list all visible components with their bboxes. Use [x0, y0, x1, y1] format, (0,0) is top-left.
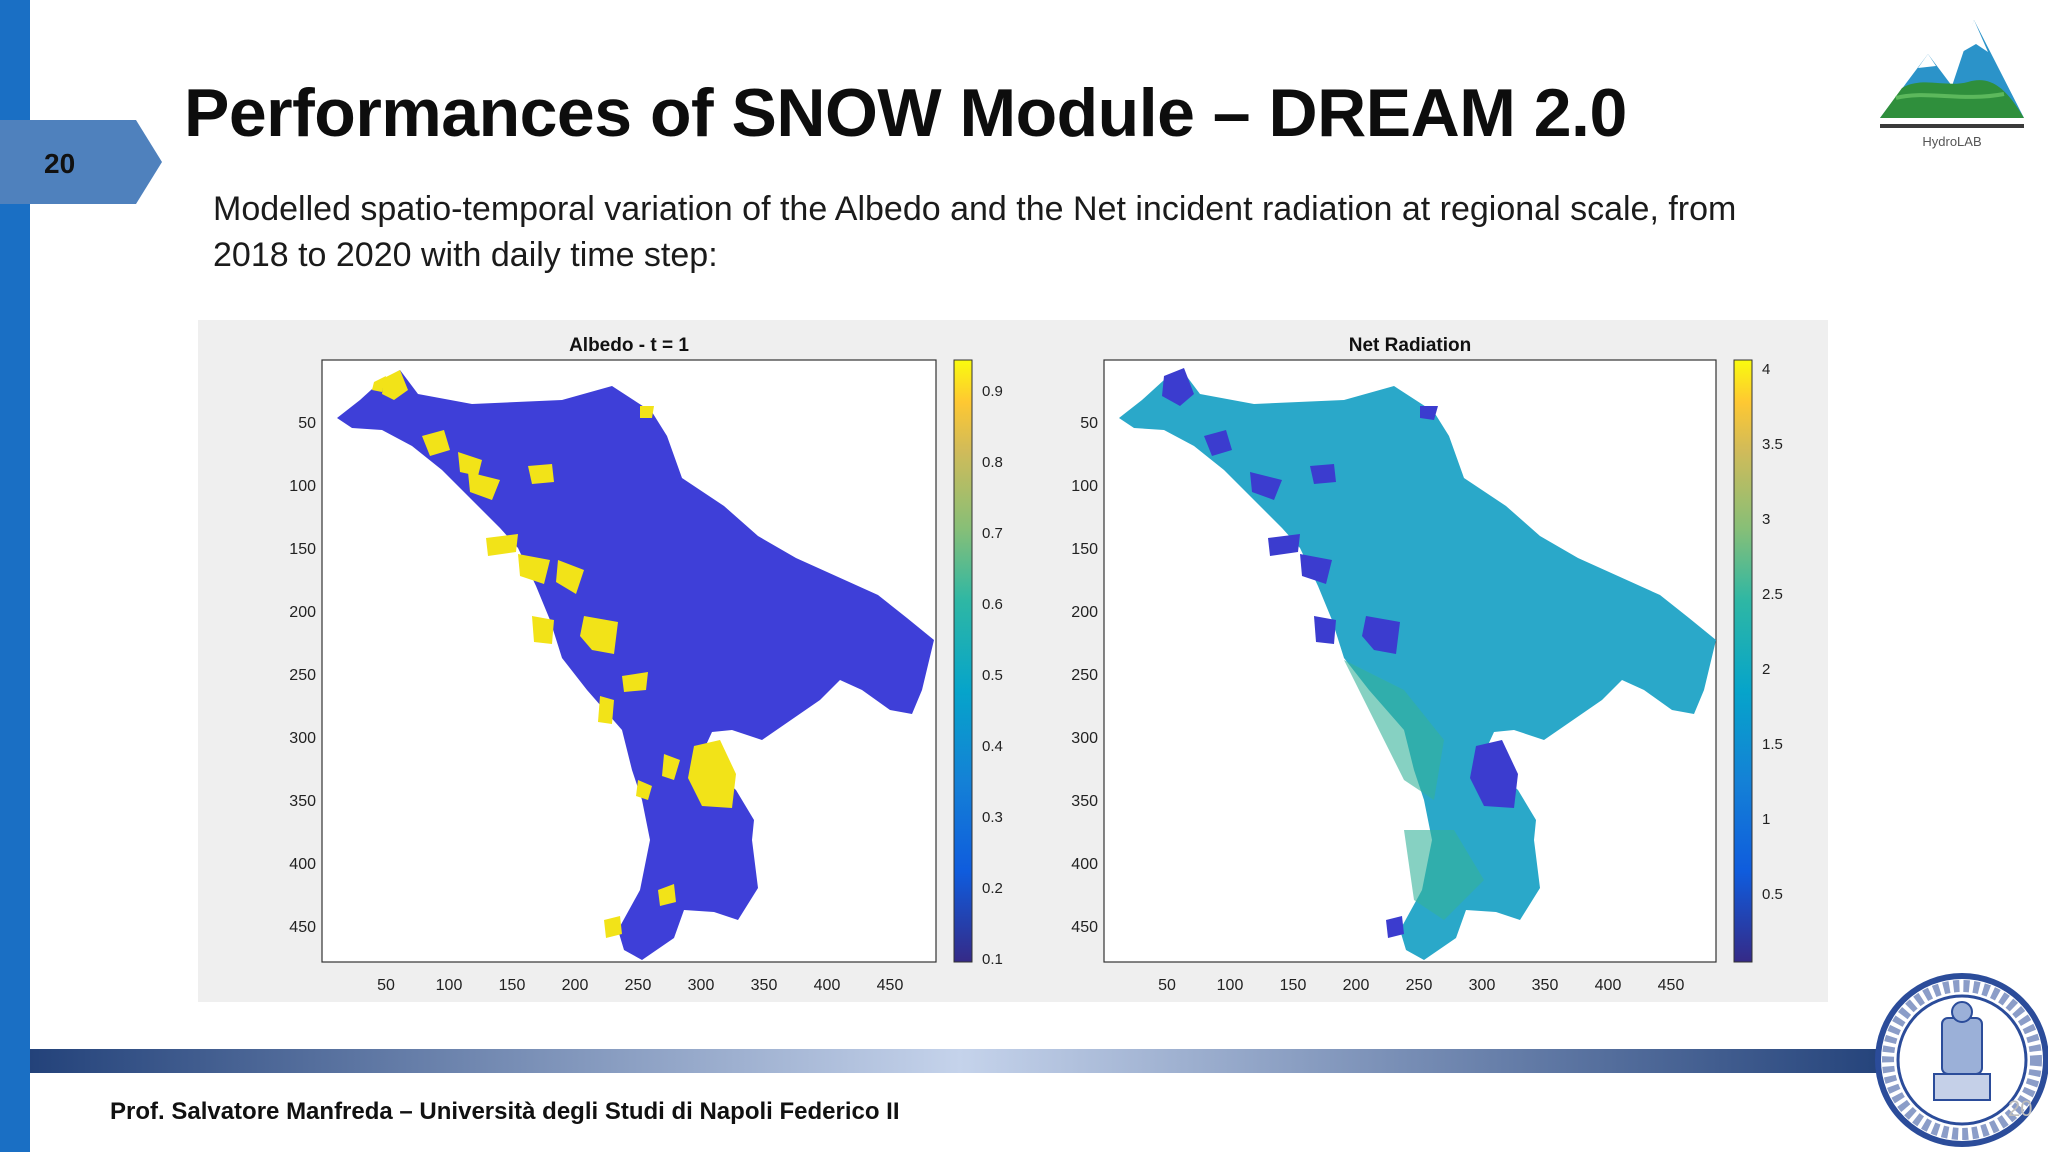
albedo-x-tick: 400 [814, 977, 841, 994]
albedo-cbar-tick: 0.5 [982, 667, 1003, 684]
netrad-x-tick: 50 [1158, 977, 1176, 994]
albedo-y-tick: 350 [289, 793, 316, 810]
albedo-cbar-tick: 0.3 [982, 809, 1003, 826]
netrad-x-tick: 350 [1532, 977, 1559, 994]
albedo-cbar-tick: 0.9 [982, 383, 1003, 400]
netrad-cbar-tick: 1.5 [1762, 736, 1783, 753]
albedo-cbar-tick: 0.7 [982, 525, 1003, 542]
net-radiation-title: Net Radiation [1349, 335, 1471, 356]
netrad-cbar-tick: 2.5 [1762, 586, 1783, 603]
page-marker: 20 [2008, 1096, 2033, 1121]
netrad-cbar-tick: 2 [1762, 661, 1770, 678]
albedo-x-tick: 250 [625, 977, 652, 994]
albedo-x-tick: 50 [377, 977, 395, 994]
albedo-x-tick: 150 [499, 977, 526, 994]
netrad-y-tick: 250 [1071, 667, 1098, 684]
albedo-colorbar [953, 359, 973, 963]
albedo-cbar-tick: 0.2 [982, 880, 1003, 897]
netrad-y-tick: 50 [1080, 415, 1098, 432]
netrad-y-tick: 400 [1071, 856, 1098, 873]
albedo-cbar-tick: 0.8 [982, 454, 1003, 471]
netrad-y-tick: 200 [1071, 604, 1098, 621]
netrad-x-tick: 300 [1469, 977, 1496, 994]
net-radiation-panel: Net Radiation 50 100 150 [1071, 335, 1783, 994]
netrad-cbar-tick: 0.5 [1762, 886, 1783, 903]
albedo-y-tick: 100 [289, 478, 316, 495]
netrad-x-tick: 200 [1343, 977, 1370, 994]
albedo-x-tick: 300 [688, 977, 715, 994]
albedo-x-tick: 450 [877, 977, 904, 994]
net-radiation-colorbar-ticks: 4 3.5 3 2.5 2 1.5 1 0.5 [1762, 361, 1783, 903]
net-radiation-axes: 50 100 150 200 250 300 350 400 450 50 10… [1071, 415, 1684, 994]
albedo-x-tick: 200 [562, 977, 589, 994]
net-radiation-colorbar [1733, 359, 1753, 963]
albedo-y-tick: 200 [289, 604, 316, 621]
netrad-x-tick: 250 [1406, 977, 1433, 994]
netrad-x-tick: 400 [1595, 977, 1622, 994]
albedo-y-tick: 50 [298, 415, 316, 432]
albedo-y-tick: 450 [289, 919, 316, 936]
netrad-cbar-tick: 4 [1762, 361, 1770, 378]
slide-title: Performances of SNOW Module – DREAM 2.0 [184, 75, 1627, 151]
netrad-cbar-tick: 3 [1762, 511, 1770, 528]
netrad-x-tick: 450 [1658, 977, 1685, 994]
netrad-y-tick: 150 [1071, 541, 1098, 558]
albedo-panel: Albedo - t = 1 [289, 335, 1003, 994]
netrad-x-tick: 100 [1217, 977, 1244, 994]
albedo-map [337, 370, 934, 960]
logo-label: HydroLAB [1922, 134, 1982, 149]
albedo-y-tick: 250 [289, 667, 316, 684]
netrad-y-tick: 350 [1071, 793, 1098, 810]
albedo-x-tick: 350 [751, 977, 778, 994]
albedo-y-tick: 300 [289, 730, 316, 747]
slide-number-tab [0, 120, 162, 204]
footer-band [30, 1049, 1890, 1073]
university-seal-icon [1875, 973, 2048, 1147]
netrad-y-tick: 300 [1071, 730, 1098, 747]
figure-panel: Albedo - t = 1 [198, 320, 1828, 1002]
netrad-y-tick: 100 [1071, 478, 1098, 495]
albedo-cbar-tick: 0.6 [982, 596, 1003, 613]
slide-number: 20 [44, 148, 76, 179]
slide-subtitle: Modelled spatio-temporal variation of th… [213, 190, 1737, 274]
albedo-y-tick: 150 [289, 541, 316, 558]
mountain-logo-icon [1880, 20, 2024, 128]
netrad-y-tick: 450 [1071, 919, 1098, 936]
netrad-x-tick: 150 [1280, 977, 1307, 994]
albedo-axes: 50 100 150 200 250 300 350 400 450 50 10… [289, 415, 903, 994]
albedo-y-tick: 400 [289, 856, 316, 873]
albedo-cbar-tick: 0.1 [982, 951, 1003, 968]
netrad-cbar-tick: 1 [1762, 811, 1770, 828]
footer-credit: Prof. Salvatore Manfreda – Università de… [110, 1098, 900, 1125]
netrad-cbar-tick: 3.5 [1762, 436, 1783, 453]
albedo-x-tick: 100 [436, 977, 463, 994]
net-radiation-map [1119, 368, 1716, 960]
albedo-title: Albedo - t = 1 [569, 335, 689, 356]
albedo-colorbar-ticks: 0.9 0.8 0.7 0.6 0.5 0.4 0.3 0.2 0.1 [982, 383, 1003, 968]
albedo-cbar-tick: 0.4 [982, 738, 1003, 755]
heatmap-figure: Albedo - t = 1 [289, 335, 1783, 994]
